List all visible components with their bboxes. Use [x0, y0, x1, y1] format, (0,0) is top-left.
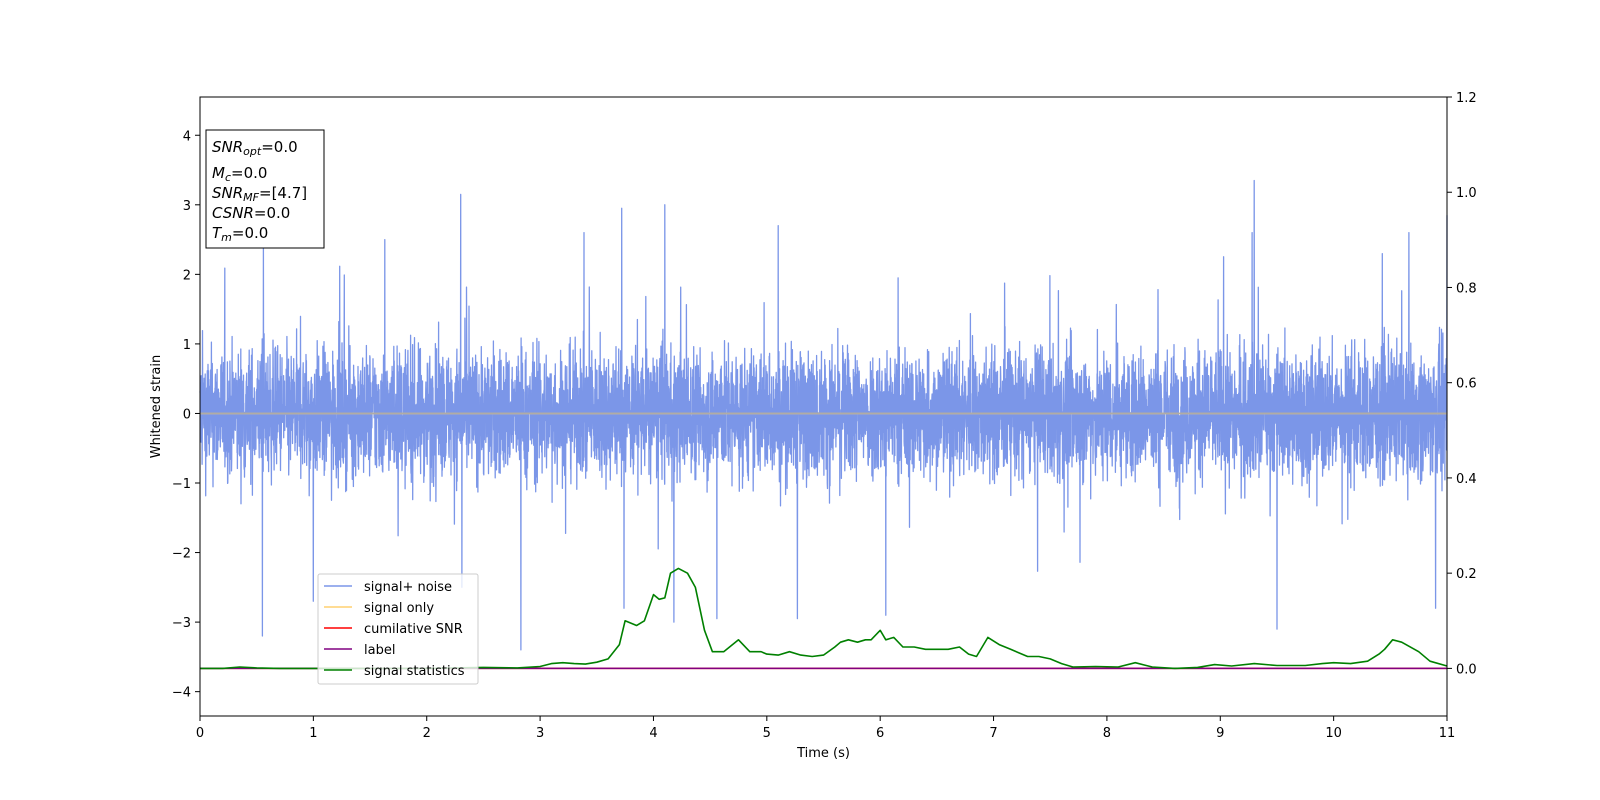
- annotation-line: Tm=0.0: [212, 224, 268, 244]
- annotation-line: Mc=0.0: [212, 164, 267, 184]
- series-line-signal-statistics: [200, 567, 1448, 670]
- x-tick-label: 5: [763, 726, 771, 741]
- annotation-line: CSNR=0.0: [212, 204, 290, 222]
- y-tick-label: −3: [172, 616, 191, 631]
- y-tick-label: 4: [183, 129, 191, 144]
- legend-label: label: [364, 643, 395, 658]
- series-line-signal-noise: [199, 179, 1448, 651]
- annotation-frame: [205, 129, 325, 249]
- y-tick-label: 3: [183, 199, 191, 214]
- y2-tick-label: 0.0: [1456, 662, 1477, 677]
- x-tick-label: 8: [1103, 726, 1111, 741]
- legend-label: signal only: [364, 601, 434, 616]
- y2-tick-label: 1.0: [1456, 186, 1477, 201]
- x-tick-label: 11: [1439, 726, 1456, 741]
- legend-label: signal+ noise: [364, 580, 452, 595]
- y2-tick-label: 0.4: [1456, 472, 1477, 487]
- y2-tick-label: 0.6: [1456, 377, 1477, 392]
- legend: signal+ noise signal only cumilative SNR la…: [317, 573, 479, 685]
- legend-label: cumilative SNR: [364, 622, 463, 637]
- x-tick-label: 7: [989, 726, 997, 741]
- y2-tick-label: 0.2: [1456, 567, 1477, 582]
- y2-tick-label: 0.8: [1456, 281, 1477, 296]
- y-tick-label: 0: [183, 407, 191, 422]
- legend-label: signal statistics: [364, 664, 465, 679]
- x-tick-label: 3: [536, 726, 544, 741]
- x-tick-label: 6: [876, 726, 884, 741]
- x-tick-label: 0: [196, 726, 204, 741]
- axis-ticks: 0 1 2 3 4 5 6 7 8 9 10 1143210−1−2−3−41.21.00.80.60…: [172, 91, 1477, 741]
- x-tick-label: 10: [1325, 726, 1342, 741]
- x-tick-label: 9: [1216, 726, 1224, 741]
- y-tick-label: −2: [172, 547, 191, 562]
- annotation-line: SNRMF=[4.7]: [212, 184, 307, 204]
- x-axis-label: Time (s): [796, 746, 850, 761]
- y-tick-label: −1: [172, 477, 191, 492]
- y-tick-label: −4: [172, 686, 191, 701]
- y-axis-label: Whitened strain: [149, 355, 164, 458]
- legend-frame: [317, 573, 479, 685]
- y-tick-label: 2: [183, 268, 191, 283]
- y-tick-label: 1: [183, 338, 191, 353]
- x-tick-label: 1: [309, 726, 317, 741]
- plot-frame: [199, 96, 1448, 717]
- y2-tick-label: 1.2: [1456, 91, 1477, 106]
- x-tick-label: 4: [649, 726, 657, 741]
- series-signal-noise: [199, 179, 1448, 651]
- x-tick-label: 2: [423, 726, 431, 741]
- annotation-line: SNRopt=0.0: [212, 138, 298, 158]
